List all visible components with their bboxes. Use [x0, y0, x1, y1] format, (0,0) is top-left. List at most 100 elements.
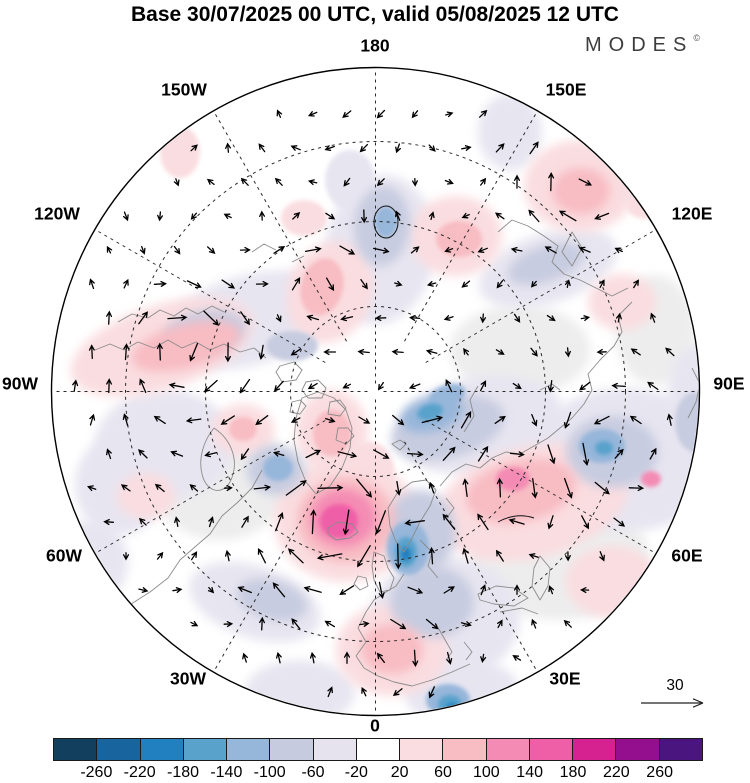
colorbar-tick-label: -140 — [210, 764, 243, 781]
colorbar-tick-label: 20 — [390, 764, 409, 781]
wind-arrow — [239, 378, 251, 394]
wind-arrow — [223, 621, 234, 628]
wind-arrow — [360, 278, 368, 290]
wind-arrow — [599, 551, 605, 562]
colorbar-tick-label: 100 — [472, 764, 500, 781]
wind-arrow — [528, 209, 540, 223]
wind-arrow — [461, 280, 471, 288]
wind-arrow — [172, 587, 183, 594]
wind-arrow — [139, 245, 146, 255]
anomaly-blob — [465, 458, 577, 524]
wind-arrow — [307, 382, 318, 390]
wind-arrow — [392, 688, 403, 697]
wind-arrow — [633, 279, 640, 289]
wind-arrow — [342, 110, 352, 118]
wind-arrow — [376, 109, 386, 119]
wind-arrow — [479, 380, 487, 392]
colorbar-tick-label: -180 — [166, 764, 200, 781]
wind-arrow — [411, 177, 418, 187]
wind-arrow — [649, 447, 657, 460]
graticule — [52, 68, 699, 715]
wind-arrow — [463, 347, 470, 356]
wind-arrow — [190, 620, 199, 627]
wind-arrow — [510, 246, 523, 253]
anomaly-blob — [588, 274, 656, 330]
wind-arrow — [310, 509, 317, 535]
wind-arrow — [356, 478, 373, 498]
wind-arrow — [615, 312, 622, 323]
wind-arrow — [122, 413, 129, 427]
colorbar-tick-label: -60 — [301, 764, 325, 781]
wind-arrow — [290, 348, 301, 356]
wind-arrow — [275, 651, 282, 664]
wind-arrow — [290, 145, 301, 151]
longitude-label: 0 — [370, 715, 380, 736]
wind-arrow — [443, 586, 455, 594]
wind-arrow — [240, 177, 249, 186]
wind-arrow — [580, 587, 590, 594]
coastline-europe — [355, 479, 551, 687]
wind-arrow — [495, 549, 504, 562]
colorbar-cell — [399, 739, 443, 760]
wind-arrow — [324, 145, 335, 151]
wind-arrow — [547, 380, 554, 393]
modes-logo-text: MODES — [585, 34, 694, 56]
wind-arrow — [496, 477, 503, 498]
wind-arrow — [547, 515, 554, 530]
longitude-label: 90E — [713, 373, 745, 394]
wind-arrow — [153, 415, 166, 425]
wind-arrow — [292, 212, 301, 220]
wind-arrow — [564, 551, 571, 562]
wind-arrow — [582, 442, 590, 466]
wind-arrow — [594, 481, 610, 495]
colorbar-tick-label: 60 — [434, 764, 452, 781]
wind-arrow — [531, 618, 537, 629]
anomaly-blob — [675, 392, 699, 452]
wind-arrow — [614, 247, 623, 254]
wind-arrow — [409, 314, 421, 321]
anomaly-blob — [552, 168, 610, 214]
anomaly-blob — [375, 207, 397, 237]
wind-arrow — [337, 451, 358, 459]
wind-arrow — [207, 586, 215, 594]
wind-arrow — [138, 517, 147, 526]
wind-arrow — [650, 312, 656, 323]
wind-arrow — [462, 478, 469, 498]
wind-arrow — [185, 417, 202, 424]
anomaly-blob — [390, 566, 474, 638]
wind-arrow — [291, 618, 301, 630]
wind-arrow — [285, 480, 307, 496]
wind-arrow — [630, 348, 641, 356]
wind-arrow — [241, 515, 249, 528]
longitude-label: 60W — [46, 545, 82, 566]
wind-arrow — [512, 655, 522, 661]
wind-arrow — [580, 315, 591, 322]
wind-arrow — [323, 348, 337, 356]
wind-arrow — [123, 278, 129, 289]
wind-arrow — [477, 445, 489, 462]
wind-arrow — [240, 311, 250, 326]
anomaly-blob — [281, 200, 327, 236]
wind-arrow — [378, 581, 385, 599]
wind-arrow — [287, 548, 304, 564]
wind-arrow — [156, 551, 164, 560]
wind-arrow — [275, 512, 284, 532]
longitude-line — [213, 111, 347, 342]
wind-arrow — [359, 621, 370, 627]
modes-logo: MODES© — [585, 33, 700, 57]
wind-arrow — [173, 178, 180, 187]
wind-arrow — [342, 382, 352, 389]
wind-arrow — [173, 245, 181, 255]
wind-arrow — [157, 211, 164, 222]
colorbar-cell — [182, 739, 227, 760]
wind-arrow — [138, 449, 148, 459]
wind-arrow — [480, 177, 487, 186]
wind-arrow — [462, 547, 469, 564]
wind-arrow — [358, 416, 371, 424]
colorbar-tick-label: 140 — [516, 764, 544, 781]
wind-arrow — [563, 619, 572, 628]
wind-arrow — [428, 144, 436, 152]
anomaly-blob — [428, 383, 466, 409]
wind-arrow — [372, 449, 390, 459]
